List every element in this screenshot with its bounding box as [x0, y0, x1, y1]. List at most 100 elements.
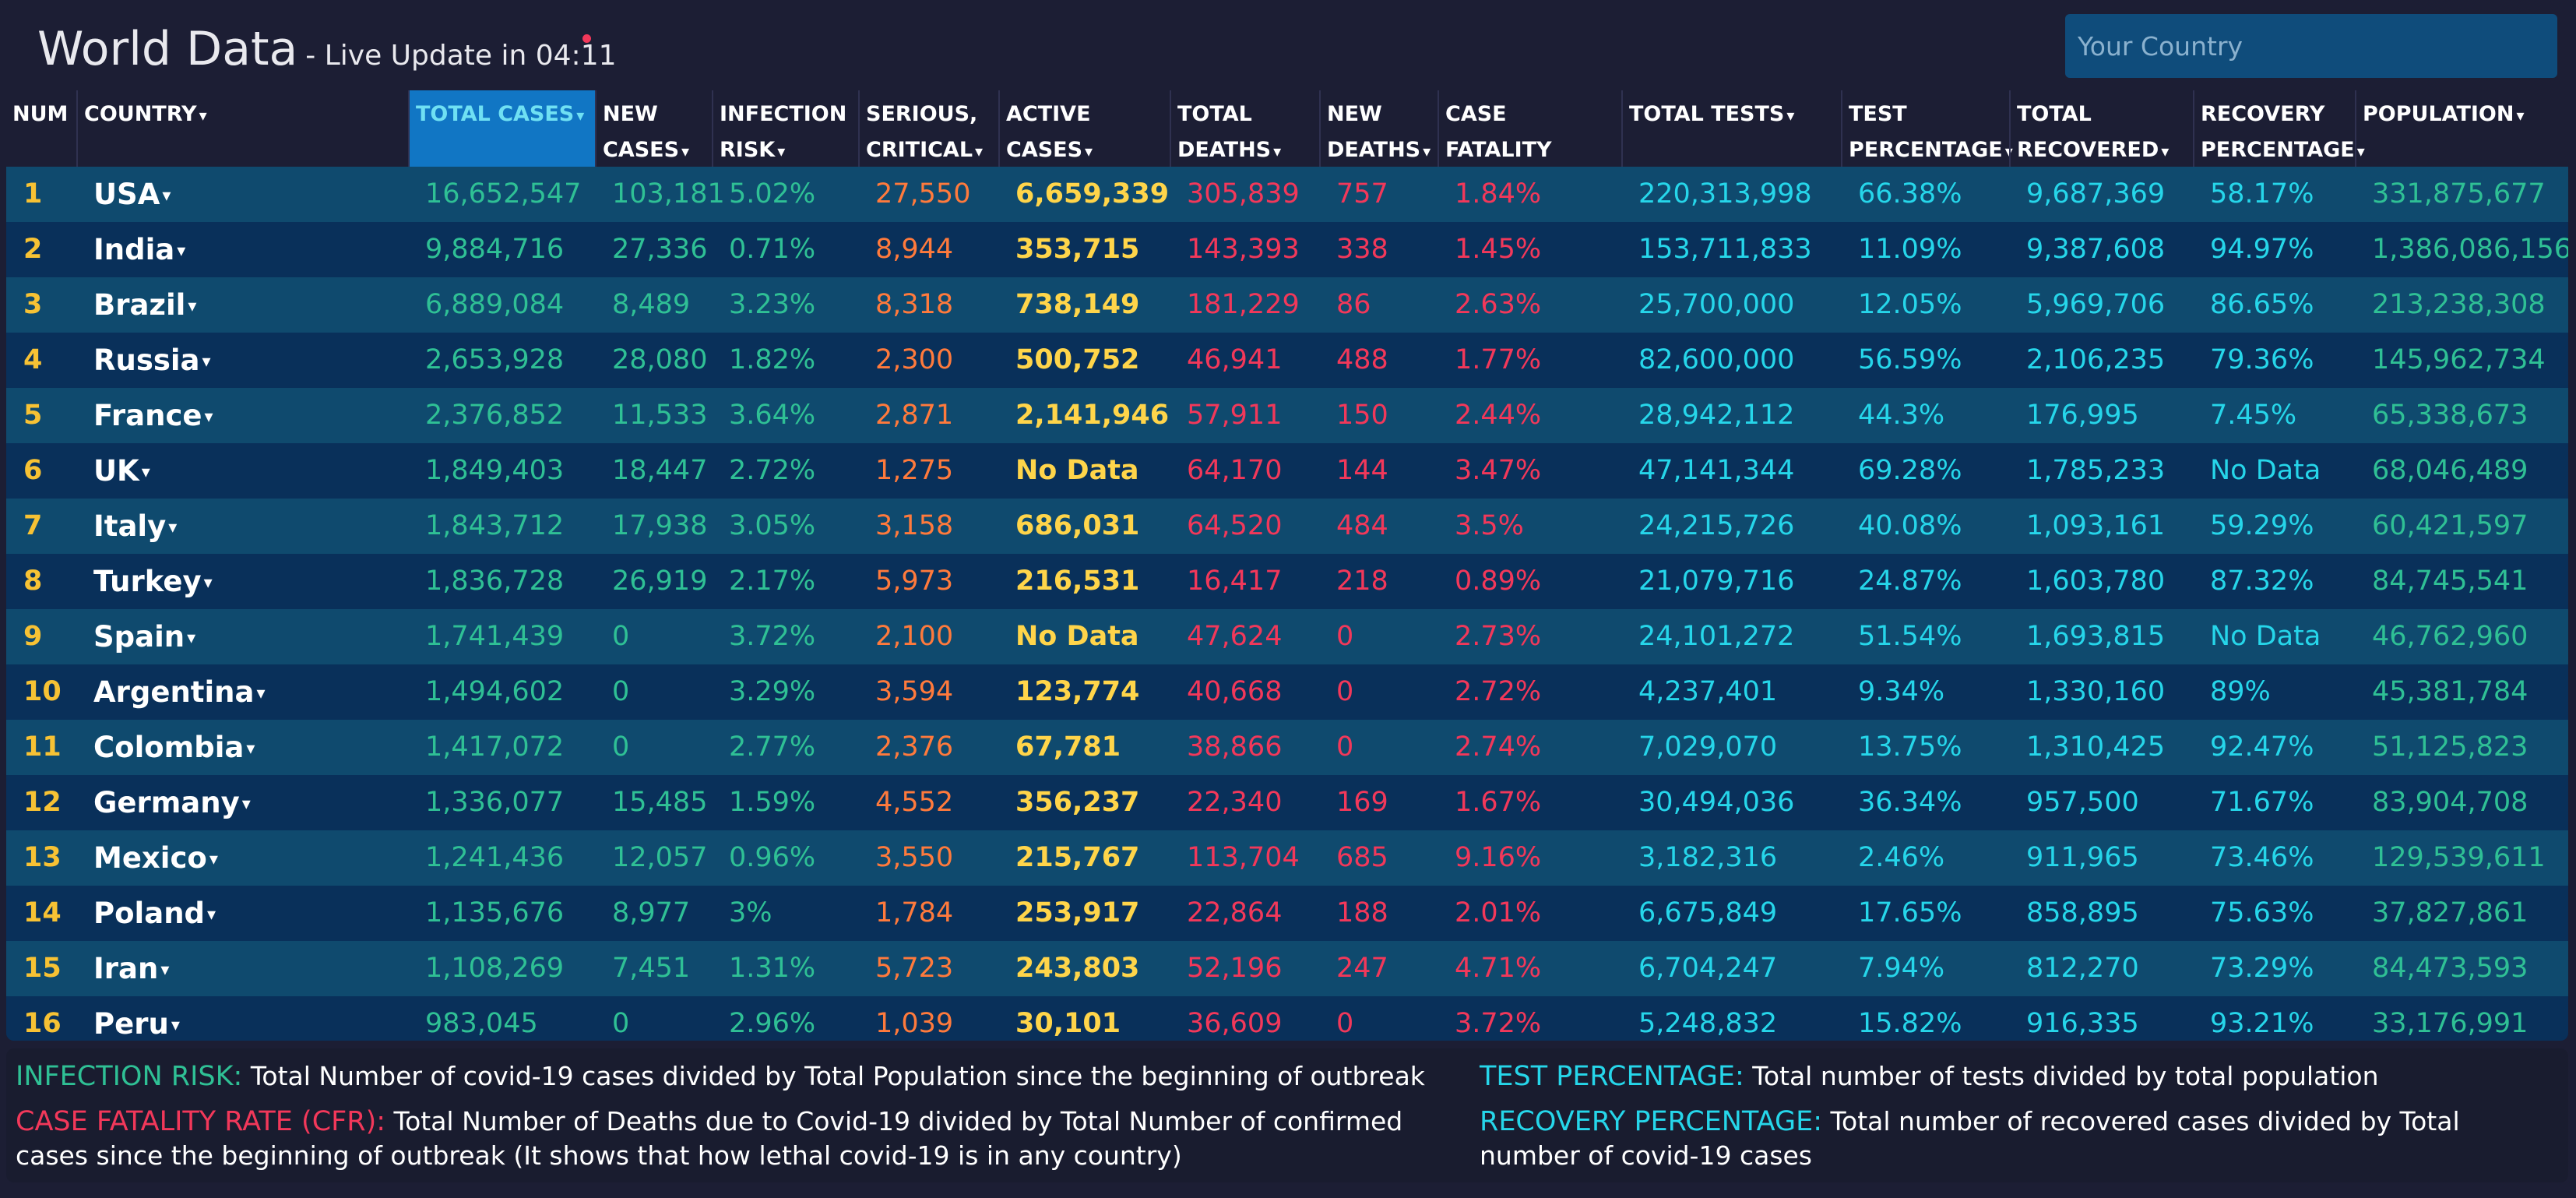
expand-caret-icon[interactable]: ▾: [162, 186, 171, 206]
expand-caret-icon[interactable]: ▾: [177, 241, 186, 261]
cell-country[interactable]: Russia ▾: [93, 333, 211, 389]
table-row[interactable]: 8 Turkey ▾ 1,836,728 26,919 2.17% 5,973 216,531…: [6, 554, 2568, 609]
expand-caret-icon[interactable]: ▾: [171, 1016, 180, 1035]
table-row[interactable]: 1 USA ▾ 16,652,547 103,181 5.02% 27,550 6,659,3…: [6, 167, 2568, 222]
page-header: World Data - Live Update in 04:11: [0, 0, 2576, 78]
cell-value: 2,141,946: [1015, 400, 1170, 431]
sort-caret-icon: ▾: [2161, 141, 2170, 160]
cell-recovery-percentage: 59.29%: [2210, 499, 2314, 554]
cell-value: 46,762,960: [2372, 621, 2528, 652]
cell-country[interactable]: Brazil ▾: [93, 277, 196, 334]
cell-country[interactable]: Italy ▾: [93, 499, 177, 555]
cell-value: 13: [23, 842, 62, 873]
table-row[interactable]: 6 UK ▾ 1,849,403 18,447 2.72% 1,275 No Data 64,1…: [6, 443, 2568, 499]
cell-country[interactable]: France ▾: [93, 388, 213, 445]
cell-country[interactable]: Colombia ▾: [93, 720, 255, 777]
cell-country[interactable]: Poland ▾: [93, 886, 216, 943]
column-header-active-cases[interactable]: ACTIVE CASES ▾: [998, 90, 1170, 167]
column-header-total-deaths[interactable]: TOTAL DEATHS ▾: [1170, 90, 1319, 167]
cell-value: 65,338,673: [2372, 400, 2528, 431]
cell-value: Germany: [93, 786, 240, 819]
cell-test-percentage: 66.38%: [1858, 167, 1962, 222]
table-row[interactable]: 4 Russia ▾ 2,653,928 28,080 1.82% 2,300 500,752…: [6, 333, 2568, 388]
column-header-test-percentage[interactable]: TEST PERCENTAGE ▾: [1841, 90, 2013, 167]
table-row[interactable]: 12 Germany ▾ 1,336,077 15,485 1.59% 4,552 356,2…: [6, 775, 2568, 830]
cell-num: 9: [23, 609, 42, 664]
cell-country[interactable]: Spain ▾: [93, 609, 195, 666]
cell-country[interactable]: Turkey ▾: [93, 554, 213, 611]
expand-caret-icon[interactable]: ▾: [204, 407, 213, 427]
column-header-country[interactable]: COUNTRY ▾: [76, 90, 408, 167]
column-header-text: NEW: [603, 102, 658, 126]
cell-total-deaths: 181,229: [1187, 277, 1300, 333]
cell-value: 685: [1336, 842, 1388, 873]
cell-value: No Data: [1015, 455, 1139, 486]
expand-caret-icon[interactable]: ▾: [241, 795, 251, 814]
cell-new-cases: 27,336: [612, 222, 707, 277]
cell-country[interactable]: Iran ▾: [93, 941, 169, 998]
expand-caret-icon[interactable]: ▾: [188, 297, 197, 316]
cell-value: 6,675,849: [1638, 897, 1778, 928]
cell-value: 5,723: [875, 953, 954, 984]
cell-value: 331,875,677: [2372, 178, 2546, 210]
table-row[interactable]: 16 Peru ▾ 983,045 0 2.96% 1,039 30,101 36,609 0 3.…: [6, 996, 2568, 1041]
cell-value: 2.63%: [1455, 289, 1542, 320]
cell-country[interactable]: India ▾: [93, 222, 185, 279]
cell-country[interactable]: Peru ▾: [93, 996, 180, 1041]
expand-caret-icon[interactable]: ▾: [187, 629, 196, 648]
expand-caret-icon[interactable]: ▾: [168, 518, 178, 537]
cell-value: 8,489: [612, 289, 691, 320]
cell-serious-critical: 5,973: [875, 554, 953, 609]
cell-value: 2,376,852: [425, 400, 565, 431]
column-header-infection-risk[interactable]: INFECTION RISK ▾: [712, 90, 858, 167]
cell-country[interactable]: UK ▾: [93, 443, 150, 500]
cell-value: 812,270: [2026, 953, 2139, 984]
cell-serious-critical: 3,550: [875, 830, 953, 886]
column-header-total-cases[interactable]: TOTAL CASES ▾: [408, 90, 595, 167]
table-row[interactable]: 10 Argentina ▾ 1,494,602 0 3.29% 3,594 123,774 4…: [6, 664, 2568, 720]
column-header-new-cases[interactable]: NEW CASES ▾: [595, 90, 712, 167]
cell-value: 983,045: [425, 1008, 538, 1039]
expand-caret-icon[interactable]: ▾: [202, 352, 211, 372]
table-row[interactable]: 2 India ▾ 9,884,716 27,336 0.71% 8,944 353,715 1…: [6, 222, 2568, 277]
expand-caret-icon[interactable]: ▾: [203, 573, 213, 593]
expand-caret-icon[interactable]: ▾: [256, 684, 266, 703]
cell-country[interactable]: USA ▾: [93, 167, 171, 224]
expand-caret-icon[interactable]: ▾: [246, 739, 255, 759]
expand-caret-icon[interactable]: ▾: [160, 960, 170, 980]
column-header-total-recovered[interactable]: TOTAL RECOVERED ▾: [2009, 90, 2193, 167]
cell-value: 36,609: [1187, 1008, 1283, 1039]
table-row[interactable]: 13 Mexico ▾ 1,241,436 12,057 0.96% 3,550 215,76…: [6, 830, 2568, 886]
cell-total-cases: 2,653,928: [425, 333, 564, 388]
cell-population: 33,176,991: [2372, 996, 2528, 1041]
cell-value: 47,624: [1187, 621, 1283, 652]
cell-country[interactable]: Mexico ▾: [93, 830, 218, 887]
expand-caret-icon[interactable]: ▾: [207, 905, 216, 925]
expand-caret-icon[interactable]: ▾: [209, 850, 218, 869]
table-row[interactable]: 3 Brazil ▾ 6,889,084 8,489 3.23% 8,318 738,149 1…: [6, 277, 2568, 333]
cell-total-deaths: 38,866: [1187, 720, 1282, 775]
cell-country[interactable]: Argentina ▾: [93, 664, 266, 721]
cell-active-cases: 253,917: [1015, 886, 1139, 941]
table-row[interactable]: 11 Colombia ▾ 1,417,072 0 2.77% 2,376 67,781 38,…: [6, 720, 2568, 775]
table-row[interactable]: 5 France ▾ 2,376,852 11,533 3.64% 2,871 2,141,9…: [6, 388, 2568, 443]
cell-active-cases: 123,774: [1015, 664, 1139, 720]
cell-country[interactable]: Germany ▾: [93, 775, 251, 832]
table-row[interactable]: 9 Spain ▾ 1,741,439 0 3.72% 2,100 No Data 47,624…: [6, 609, 2568, 664]
column-header-population[interactable]: POPULATION ▾: [2355, 90, 2568, 167]
column-header-recovery-percentage[interactable]: RECOVERY PERCENTAGE ▾: [2193, 90, 2365, 167]
column-header-total-tests[interactable]: TOTAL TESTS ▾: [1621, 90, 1841, 167]
cell-case-fatality-rate: 2.44%: [1455, 388, 1541, 443]
cell-value: 1.82%: [729, 344, 816, 375]
table-row[interactable]: 7 Italy ▾ 1,843,712 17,938 3.05% 3,158 686,031 6…: [6, 499, 2568, 554]
column-header-serious-critical[interactable]: SERIOUS, CRITICAL ▾: [858, 90, 998, 167]
cell-case-fatality-rate: 1.67%: [1455, 775, 1541, 830]
expand-caret-icon[interactable]: ▾: [141, 463, 150, 482]
table-row[interactable]: 15 Iran ▾ 1,108,269 7,451 1.31% 5,723 243,803 52…: [6, 941, 2568, 996]
cell-case-fatality-rate: 3.47%: [1455, 443, 1541, 499]
cell-value: 28,942,112: [1638, 400, 1795, 431]
column-header-new-deaths[interactable]: NEW DEATHS ▾: [1319, 90, 1438, 167]
table-row[interactable]: 14 Poland ▾ 1,135,676 8,977 3% 1,784 253,917 22,…: [6, 886, 2568, 941]
country-search-input[interactable]: [2065, 14, 2557, 78]
